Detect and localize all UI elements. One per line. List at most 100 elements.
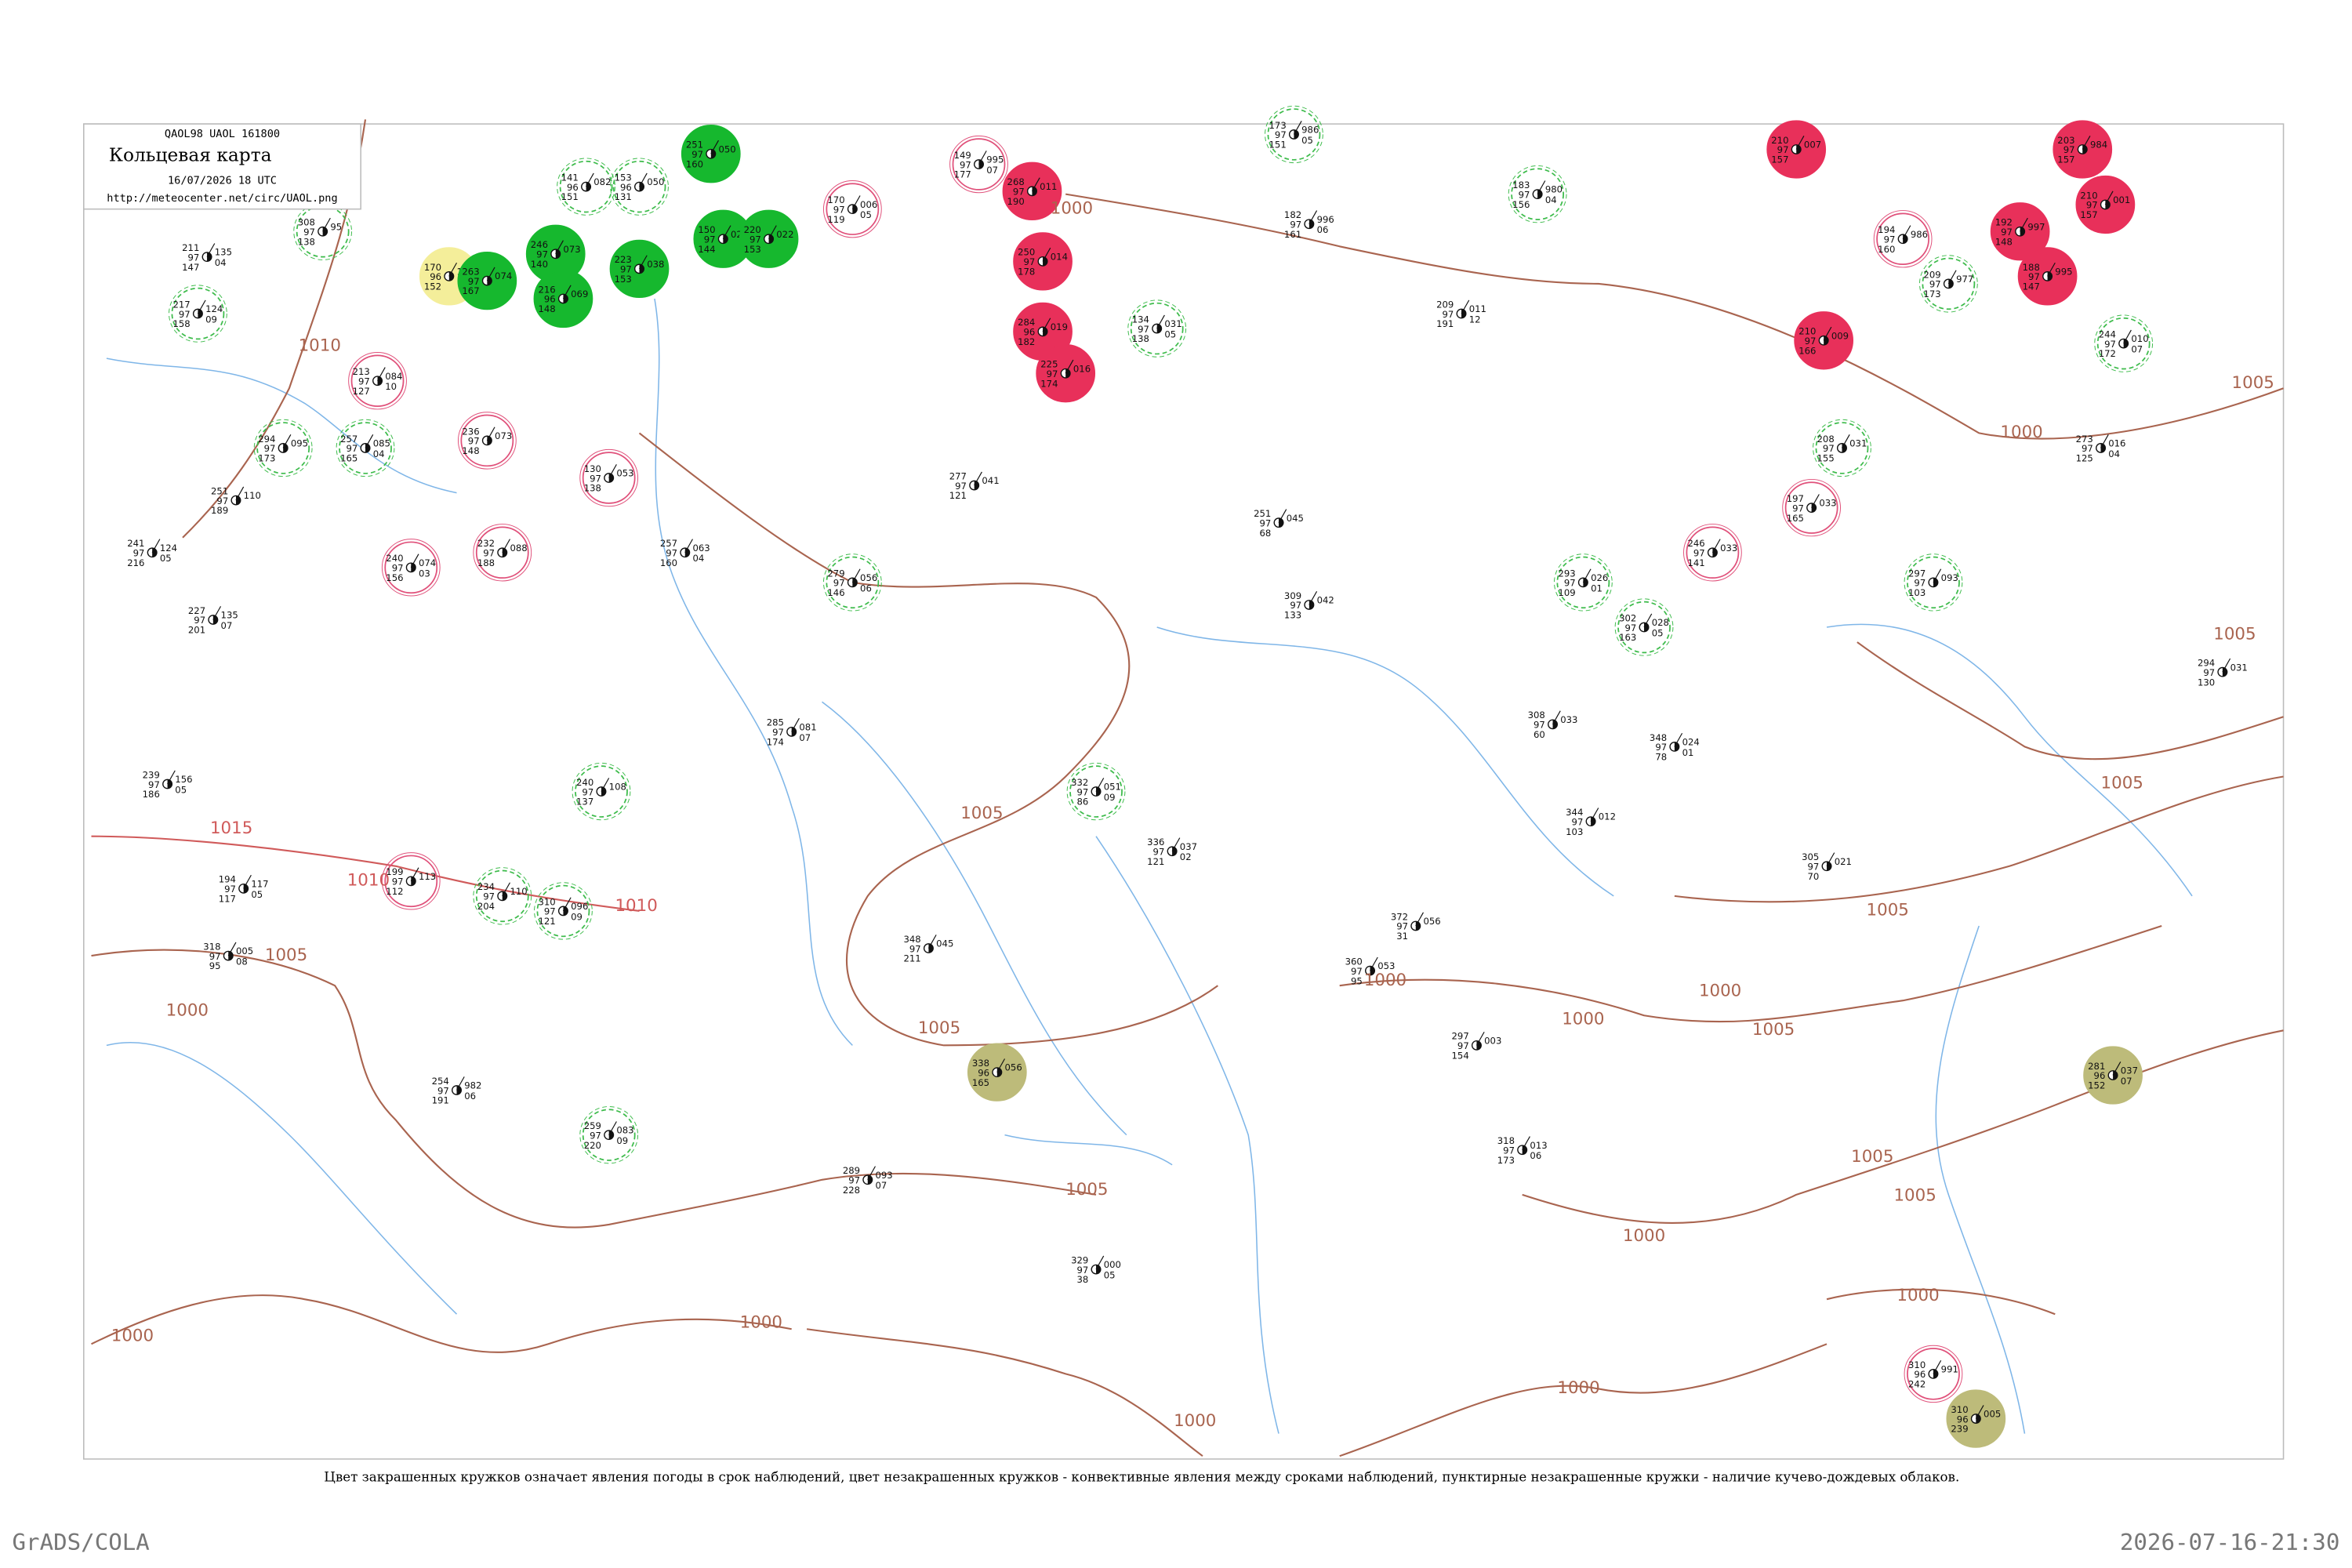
station-value: 97: [1013, 187, 1025, 198]
cb-ring: [1511, 168, 1564, 220]
station-value: 277: [949, 471, 967, 482]
wind-barb: [2020, 217, 2028, 232]
station-value: 97: [1076, 1265, 1088, 1276]
wind-barb: [1811, 494, 1820, 508]
station-value: 209: [1436, 299, 1454, 310]
wind-barb: [1795, 136, 1805, 150]
wind-barb: [502, 539, 510, 554]
station-value: 97: [437, 1085, 449, 1096]
station-value: 216: [127, 557, 144, 568]
station-value: 228: [843, 1185, 860, 1196]
station-value: 97: [750, 234, 761, 245]
station-value: 183: [1512, 180, 1530, 191]
station-value: 173: [1923, 289, 1940, 299]
station-value: 97: [133, 548, 145, 559]
cb-ring: [610, 158, 669, 216]
station-value: 190: [1007, 196, 1025, 207]
station-value: 250: [1018, 247, 1035, 258]
wind-barb: [1475, 1031, 1485, 1046]
station-value: 97: [264, 443, 276, 454]
station-value: 78: [1655, 752, 1667, 763]
wind-barb: [167, 770, 176, 785]
station-value: 012: [1599, 811, 1616, 822]
station-value: 170: [424, 262, 441, 273]
station-value: 003: [1484, 1036, 1501, 1047]
station-value: 97: [2063, 144, 2075, 155]
station-value: 182: [1284, 209, 1301, 220]
station-value: 273: [2076, 434, 2093, 445]
isobar-label: 1005: [265, 945, 307, 964]
isobar-label: 1005: [1065, 1179, 1108, 1199]
station-value: 97: [392, 877, 404, 887]
station-value: 135: [215, 247, 232, 258]
station-value: 97: [1138, 324, 1149, 335]
station-value: 160: [660, 557, 677, 568]
station-value: 97: [2082, 443, 2093, 454]
station-value: 009: [1831, 330, 1849, 341]
station-value: 188: [2023, 262, 2040, 273]
station-value: 141: [561, 172, 579, 183]
station-value: 172: [2099, 348, 2116, 359]
isobar-label: 1000: [1562, 1009, 1604, 1029]
caption: Цвет закрашенных кружков означает явлени…: [324, 1470, 1959, 1485]
station-value: 150: [698, 224, 715, 235]
wind-barb: [197, 299, 206, 314]
cb-ring: [1127, 299, 1187, 358]
station-value: 163: [1619, 632, 1636, 643]
station-value: 241: [127, 538, 144, 549]
station-value: 07: [799, 732, 811, 743]
station-value: 093: [875, 1170, 892, 1181]
wind-barb: [448, 262, 458, 277]
station-value: 97: [544, 906, 556, 917]
cb-ring: [348, 352, 407, 410]
isobar-label: 1000: [740, 1312, 782, 1332]
station-value: 348: [904, 934, 921, 945]
station-value: 148: [1995, 236, 2013, 247]
river: [1095, 836, 1279, 1434]
station-value: 96: [430, 271, 441, 282]
wind-barb: [601, 778, 610, 792]
station-value: 152: [2088, 1080, 2105, 1091]
wind-barb: [1975, 1405, 1984, 1419]
station-value: 073: [495, 430, 512, 441]
station-value: 227: [188, 605, 205, 616]
station-value: 203: [2057, 135, 2074, 146]
station-value: 97: [216, 495, 228, 506]
station-value: 97: [590, 1131, 601, 1142]
cb-ring: [582, 452, 636, 504]
cb-ring: [350, 354, 405, 407]
cb-ring: [171, 287, 225, 340]
isobar-label: 1005: [2232, 372, 2274, 392]
station-value: 194: [1878, 224, 1895, 235]
cb-ring: [1617, 601, 1671, 654]
cb-ring: [1130, 302, 1184, 355]
station-value: 063: [692, 543, 710, 554]
station-value: 197: [1787, 493, 1804, 504]
station-value: 06: [1317, 224, 1329, 235]
wind-barb: [1522, 1136, 1530, 1150]
wind-barb: [2100, 434, 2109, 448]
station-value: 103: [1908, 587, 1926, 598]
station-value: 251: [211, 486, 228, 497]
station-value: 028: [1652, 617, 1669, 628]
cb-ring: [381, 852, 441, 910]
station-value: 97: [194, 615, 205, 626]
wind-barb: [562, 285, 572, 299]
station-value: 242: [1908, 1379, 1926, 1390]
wind-barb: [1674, 732, 1683, 747]
station-value: 04: [1545, 194, 1557, 205]
station-value: 97: [909, 943, 921, 954]
wind-barb: [1590, 808, 1599, 822]
cb-ring: [1614, 598, 1674, 656]
cb-ring: [1815, 422, 1869, 474]
